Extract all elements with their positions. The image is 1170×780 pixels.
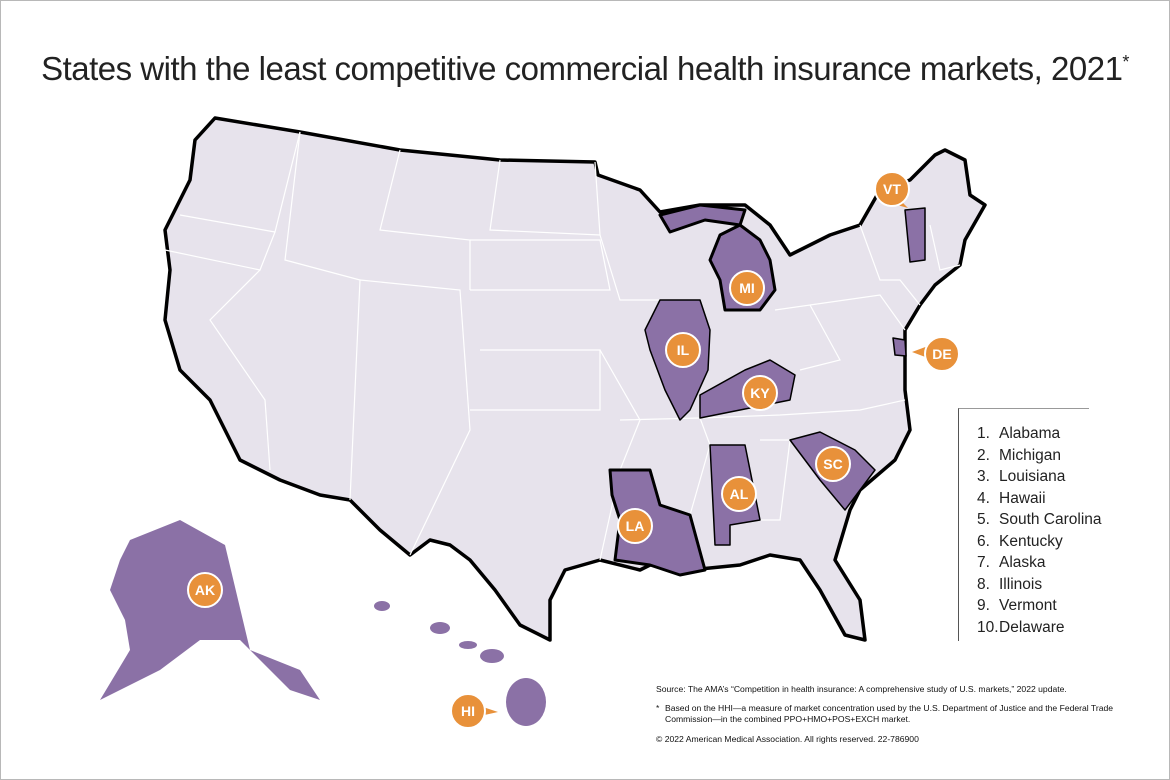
lower-48-outline	[163, 116, 987, 642]
badge-ak: AK	[187, 572, 223, 608]
state-louisiana[interactable]	[608, 468, 707, 577]
hhi-footnote: * Based on the HHI—a measure of market co…	[656, 703, 1135, 725]
legend-item: 8. Illinois	[977, 574, 1089, 596]
rank: 6.	[977, 532, 990, 550]
state-michigan-upper[interactable]	[658, 203, 747, 234]
state-name: Louisiana	[999, 468, 1066, 485]
state-name: Alaska	[999, 554, 1046, 571]
rank: 1.	[977, 425, 990, 442]
rank: 4.	[977, 489, 990, 507]
rank: 5.	[977, 511, 990, 528]
footnote-text: Based on the HHI—a measure of market con…	[665, 703, 1114, 724]
badge-de: DE	[924, 336, 960, 372]
badge-sc: SC	[815, 446, 851, 482]
state-name: South Carolina	[999, 511, 1102, 528]
title-text: States with the least competitive commer…	[41, 50, 1123, 87]
rank: 2.	[977, 446, 990, 464]
rank: 9.	[977, 597, 990, 614]
legend-item: 2. Michigan	[977, 445, 1089, 467]
state-alaska[interactable]	[100, 520, 320, 700]
rank: 3.	[977, 468, 990, 485]
state-borders	[164, 131, 961, 561]
source-note: Source: The AMA’s “Competition in health…	[656, 684, 1067, 694]
badge-hi: HI	[450, 693, 486, 729]
map-title: States with the least competitive commer…	[0, 50, 1170, 88]
state-name: Vermont	[999, 597, 1057, 614]
state-name: Illinois	[999, 575, 1043, 593]
rank: 7.	[977, 554, 990, 571]
legend-item: 4. Hawaii	[977, 488, 1089, 510]
ranking-legend: 1. Alabama 2. Michigan 3. Louisiana 4. Hawai…	[958, 408, 1102, 641]
state-delaware[interactable]	[892, 337, 907, 357]
state-vermont[interactable]	[904, 207, 926, 263]
title-footnote-marker: *	[1122, 52, 1129, 72]
legend-item: 3. Louisiana	[977, 466, 1089, 488]
legend-item: 10.Delaware	[977, 617, 1089, 639]
legend-item: 5. South Carolina	[977, 509, 1102, 531]
state-name: Alabama	[999, 425, 1061, 442]
legend-item: 9. Vermont	[977, 595, 1089, 617]
state-name: Michigan	[999, 446, 1062, 464]
badge-al: AL	[721, 476, 757, 512]
badge-mi: MI	[729, 270, 765, 306]
badge-la: LA	[617, 508, 653, 544]
state-name: Hawaii	[999, 489, 1046, 507]
footnote-marker: *	[656, 703, 660, 713]
state-name: Delaware	[999, 618, 1065, 636]
state-hawaii[interactable]	[374, 601, 546, 726]
badge-ky: KY	[742, 375, 778, 411]
badge-il: IL	[665, 332, 701, 368]
badge-vt: VT	[874, 171, 910, 207]
legend-item: 1. Alabama	[977, 423, 1089, 445]
legend-item: 7. Alaska	[977, 552, 1089, 574]
copyright: © 2022 American Medical Association. All…	[656, 734, 919, 744]
rank: 10.	[977, 618, 999, 636]
legend-item: 6. Kentucky	[977, 531, 1089, 553]
rank: 8.	[977, 575, 990, 593]
state-name: Kentucky	[999, 532, 1063, 550]
